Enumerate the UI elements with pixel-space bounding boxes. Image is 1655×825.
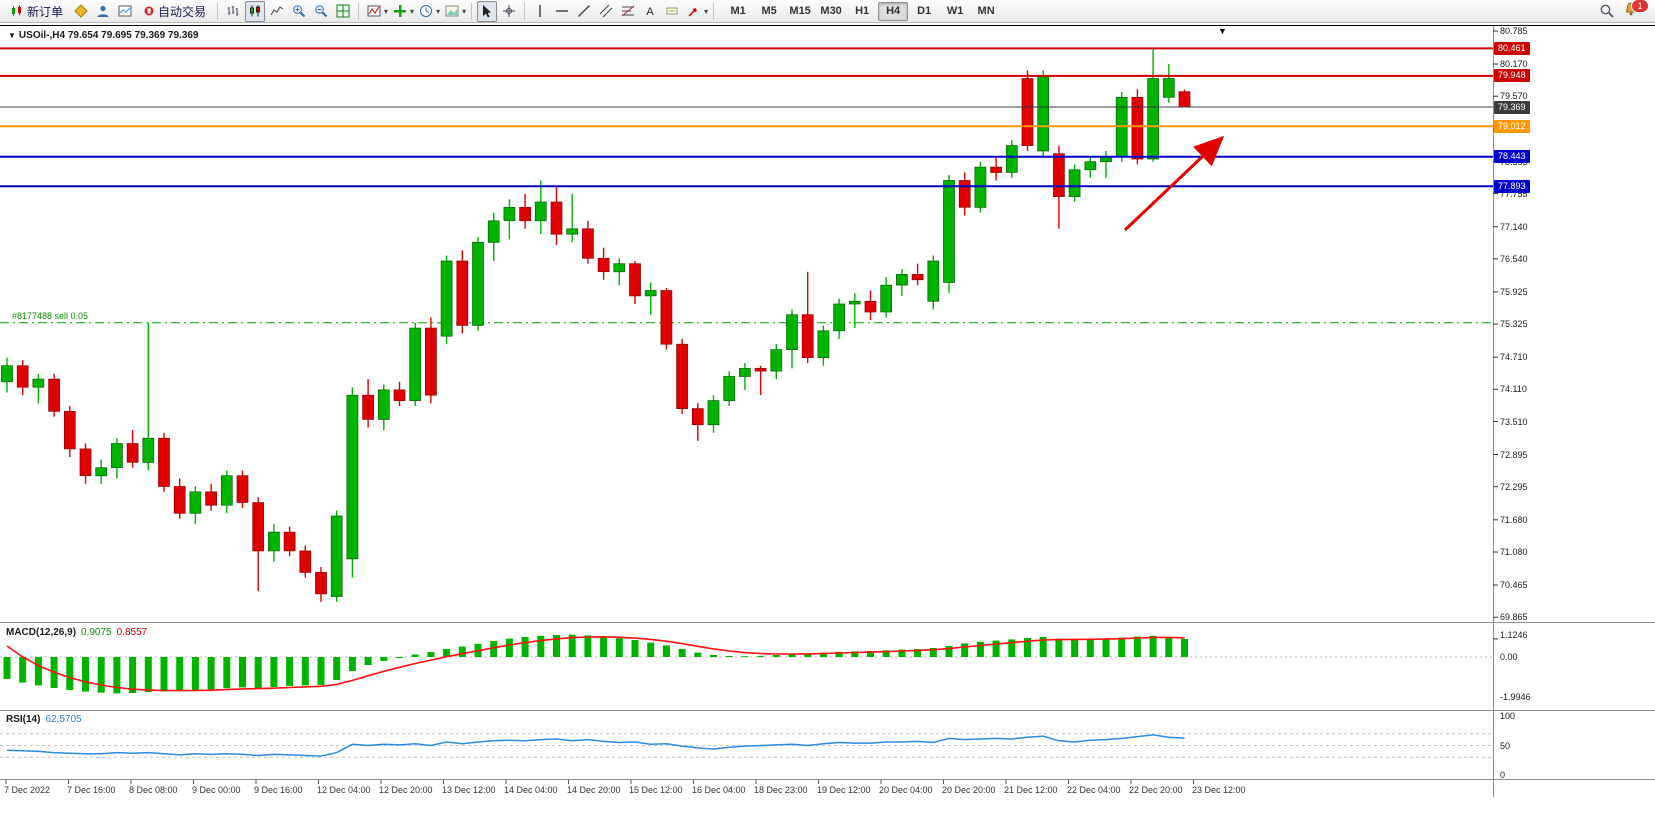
dropdown-caret-icon[interactable]: ▾	[410, 6, 415, 16]
channel-icon	[599, 4, 613, 18]
timeframe-button-m30[interactable]: M30	[820, 4, 842, 17]
auto-trading-label: 自动交易	[158, 4, 207, 19]
vertical-line-icon	[539, 5, 541, 17]
crosshair-icon	[503, 5, 516, 17]
dropdown-caret-icon[interactable]: ▾	[384, 6, 389, 16]
timeframe-group: M1 M5 M15 M30 H1 H4 D1 W1 MN	[723, 1, 1001, 21]
grid-icon	[336, 4, 350, 18]
templates-button[interactable]	[442, 1, 462, 22]
toolbar-separator	[217, 2, 219, 20]
rsi-panel[interactable]	[0, 712, 1493, 779]
search-icon	[1600, 4, 1614, 18]
price-axis[interactable]	[1494, 26, 1655, 779]
toolbar-separator	[471, 2, 473, 20]
timeframe-button-m5[interactable]: M5	[761, 4, 777, 17]
line-chart-mode-button[interactable]	[267, 1, 287, 22]
label-icon	[666, 7, 678, 15]
timeframe-button-m15[interactable]: M15	[789, 4, 811, 17]
indicators-button[interactable]	[364, 1, 384, 22]
zoom-out-icon	[315, 5, 328, 18]
cursor-icon	[483, 5, 492, 18]
toolbar: 新订单 自动交易 ▾ ▾ ▾ ▾ A	[0, 0, 1655, 23]
arrow-shape-icon	[688, 8, 697, 17]
indicators-icon	[367, 5, 381, 17]
market-watch-button[interactable]	[71, 1, 91, 22]
price-chart-panel[interactable]	[0, 26, 1493, 618]
bar-chart-mode-button[interactable]	[223, 1, 243, 22]
trendline-tool-button[interactable]	[574, 1, 594, 22]
template-icon	[445, 5, 459, 17]
horizontal-line-tool-button[interactable]	[552, 1, 572, 22]
candlestick-chart-icon	[250, 5, 261, 17]
auto-trading-icon	[144, 6, 154, 16]
macd-panel[interactable]	[0, 624, 1493, 710]
bar-chart-icon	[227, 6, 239, 16]
toolbar-separator	[713, 2, 715, 20]
vertical-line-tool-button[interactable]	[530, 1, 550, 22]
accounts-button[interactable]	[93, 1, 113, 22]
terminal-button[interactable]	[115, 1, 135, 22]
plus-icon	[394, 5, 407, 17]
zoom-in-icon	[293, 5, 306, 18]
alerts-button[interactable]: 1	[1623, 0, 1649, 21]
zoom-out-button[interactable]	[311, 1, 331, 22]
timeframe-button-h1[interactable]: H1	[855, 4, 870, 17]
search-button[interactable]	[1597, 1, 1617, 22]
channel-tool-button[interactable]	[596, 1, 616, 22]
zoom-in-button[interactable]	[289, 1, 309, 22]
new-order-label: 新订单	[27, 4, 64, 19]
dropdown-caret-icon[interactable]: ▾	[462, 6, 467, 16]
clock-icon	[420, 5, 433, 17]
new-order-button[interactable]: 新订单	[4, 0, 69, 23]
fibonacci-icon	[621, 5, 635, 17]
timeframe-button-m1[interactable]: M1	[730, 4, 746, 17]
auto-trading-button[interactable]: 自动交易	[137, 0, 212, 23]
notification-badge: 1	[1631, 0, 1649, 13]
timeframe-button-d1[interactable]: D1	[917, 4, 932, 17]
timeframe-button-h4[interactable]: H4	[878, 1, 909, 21]
candle-chart-mode-button[interactable]	[245, 0, 266, 22]
label-tool-button[interactable]	[662, 1, 682, 22]
text-icon: A	[646, 6, 654, 18]
timeframe-button-mn[interactable]: MN	[977, 4, 995, 17]
fibonacci-tool-button[interactable]	[618, 1, 638, 22]
timeframe-button-w1[interactable]: W1	[946, 4, 964, 17]
tile-windows-button[interactable]	[333, 1, 353, 22]
cursor-tool-button[interactable]	[477, 0, 498, 22]
periods-button[interactable]	[416, 1, 436, 22]
new-order-icon	[12, 5, 21, 16]
svg-text:A: A	[646, 6, 654, 18]
dropdown-caret-icon[interactable]: ▾	[436, 6, 441, 16]
toolbar-right: 1	[1597, 0, 1651, 22]
arrows-tool-button[interactable]	[684, 1, 704, 22]
chart-window-icon	[118, 5, 132, 17]
text-tool-button[interactable]: A	[640, 1, 660, 22]
gold-diamond-icon	[74, 4, 88, 18]
toolbar-separator	[524, 2, 526, 20]
horizontal-line-icon	[556, 10, 569, 12]
crosshair-tool-button[interactable]	[499, 1, 519, 22]
trendline-icon	[578, 4, 591, 18]
add-indicator-button[interactable]	[390, 1, 410, 22]
line-chart-icon	[270, 6, 284, 16]
time-axis[interactable]	[0, 780, 1493, 798]
dropdown-caret-icon[interactable]: ▾	[704, 6, 709, 16]
toolbar-separator	[358, 2, 360, 20]
profile-icon	[97, 5, 109, 17]
